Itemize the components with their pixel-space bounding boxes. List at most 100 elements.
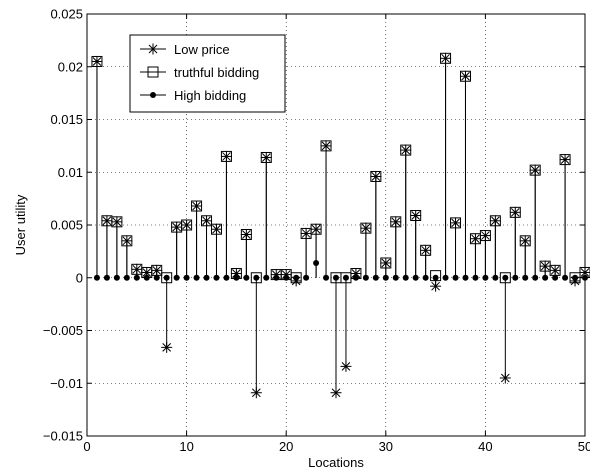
y-tick-label: 0.025	[50, 7, 83, 22]
legend-marker-dot	[150, 92, 156, 98]
data-point-square	[529, 164, 541, 176]
data-point-square	[240, 228, 252, 240]
data-point-asterisk	[250, 387, 262, 399]
data-point-dot	[313, 259, 320, 266]
data-point-dot	[412, 274, 419, 281]
data-point-dot	[223, 274, 230, 281]
data-point-dot	[472, 274, 479, 281]
data-point-asterisk	[121, 235, 133, 247]
data-point-square	[220, 150, 232, 162]
data-point-dot	[452, 274, 459, 281]
data-point-dot	[362, 274, 369, 281]
data-point-asterisk	[101, 215, 113, 227]
data-point-asterisk	[171, 221, 183, 233]
data-point-dot	[153, 274, 160, 281]
data-point-dot	[243, 274, 250, 281]
data-point-dot	[522, 274, 529, 281]
data-point-dot	[392, 274, 399, 281]
data-markers	[91, 52, 590, 399]
data-point-asterisk	[161, 341, 173, 353]
data-point-dot	[562, 274, 569, 281]
data-point-dot	[442, 274, 449, 281]
data-point-dot	[183, 274, 190, 281]
data-point-square	[320, 140, 332, 152]
data-point-dot	[143, 274, 150, 281]
data-point-square	[559, 154, 571, 166]
legend-marker-asterisk	[147, 43, 159, 55]
axis-ticks: 0 10 20 30 40 50 −0.015 −0.01 −0.005 0 0.005 0.01 0.…	[43, 7, 590, 455]
data-point-asterisk	[489, 215, 501, 227]
data-point-dot	[352, 274, 359, 281]
data-point-dot	[103, 274, 110, 281]
y-tick-label: 0.015	[50, 112, 83, 127]
data-point-square	[290, 272, 302, 284]
data-point-asterisk	[380, 257, 392, 269]
data-point-asterisk	[499, 372, 511, 384]
stem-lines	[96, 58, 586, 393]
x-tick-label: 20	[279, 439, 293, 454]
x-axis-label: Locations	[308, 455, 364, 470]
data-point-square	[390, 216, 402, 228]
data-point-dot	[233, 274, 240, 281]
data-point-square	[420, 244, 432, 256]
data-point-dot	[93, 274, 100, 281]
data-point-asterisk	[539, 260, 551, 272]
y-tick-label: −0.015	[43, 429, 83, 444]
data-point-square	[201, 215, 213, 227]
data-point-asterisk	[559, 154, 571, 166]
data-point-asterisk	[330, 387, 342, 399]
x-tick-label: 0	[83, 439, 90, 454]
y-tick-label: 0.02	[58, 59, 83, 74]
data-point-dot	[422, 274, 429, 281]
data-point-square	[410, 210, 422, 222]
data-point-asterisk	[310, 223, 322, 235]
data-point-dot	[342, 274, 349, 281]
data-point-square	[161, 272, 173, 284]
legend-marker-square	[147, 66, 159, 78]
data-point-asterisk	[181, 219, 193, 231]
data-point-dot	[333, 274, 339, 281]
data-point-asterisk	[549, 264, 561, 276]
data-point-asterisk	[410, 210, 422, 222]
data-point-dot	[502, 274, 509, 281]
data-point-dot	[253, 274, 260, 281]
data-point-dot	[273, 274, 280, 281]
data-point-asterisk	[469, 233, 481, 245]
data-point-square	[479, 230, 491, 242]
x-tick-label: 30	[379, 439, 393, 454]
data-point-square	[260, 151, 272, 163]
data-point-dot	[163, 274, 170, 281]
data-point-asterisk	[210, 223, 222, 235]
data-point-asterisk	[450, 217, 462, 229]
data-point-dot	[213, 274, 220, 281]
data-point-asterisk	[191, 200, 203, 212]
data-point-dot	[203, 274, 210, 281]
y-tick-label: −0.01	[50, 376, 83, 391]
data-point-asterisk	[509, 206, 521, 218]
data-point-asterisk	[440, 52, 452, 64]
legend-label: Low price	[174, 42, 230, 57]
data-point-asterisk	[240, 228, 252, 240]
y-axis-label: User utility	[13, 194, 28, 255]
data-point-square	[210, 223, 222, 235]
y-tick-label: 0.005	[50, 218, 83, 233]
data-point-asterisk	[340, 360, 352, 372]
data-point-asterisk	[370, 170, 382, 182]
data-point-dot	[402, 274, 409, 281]
data-point-square	[459, 70, 471, 82]
data-point-asterisk	[300, 227, 312, 239]
data-point-square	[380, 257, 392, 269]
data-point-square	[499, 272, 511, 284]
data-point-asterisk	[201, 215, 213, 227]
x-tick-label: 50	[578, 439, 590, 454]
data-point-asterisk	[320, 140, 332, 152]
data-point-square	[250, 272, 262, 284]
data-point-dot	[113, 274, 120, 281]
data-point-dot	[542, 274, 549, 281]
data-point-asterisk	[151, 264, 163, 276]
data-point-asterisk	[91, 55, 103, 67]
data-point-square	[519, 235, 531, 247]
y-tick-label: 0.01	[58, 165, 83, 180]
data-point-dot	[323, 274, 330, 281]
data-point-square	[191, 200, 203, 212]
